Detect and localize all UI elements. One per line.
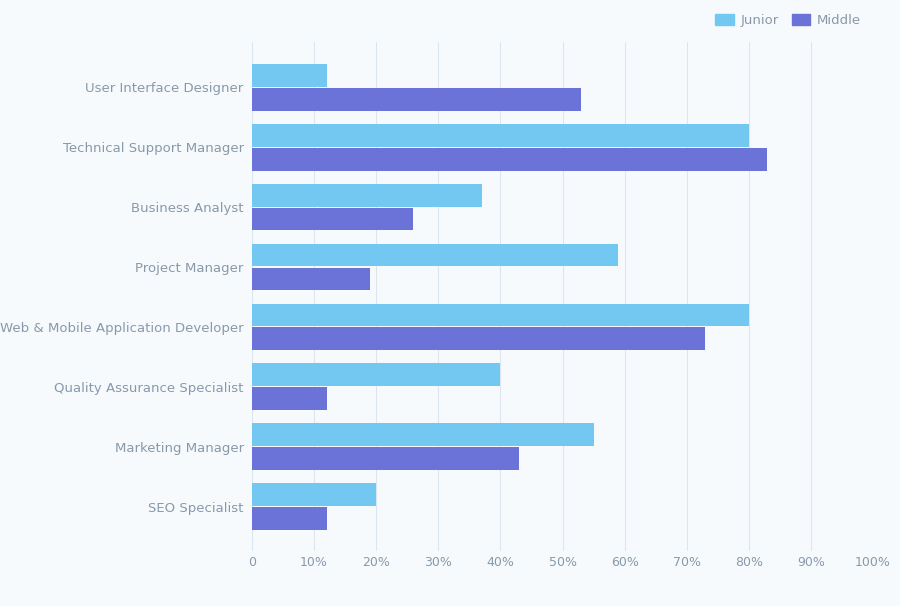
Bar: [252, 387, 327, 410]
Bar: [252, 88, 581, 111]
Bar: [252, 148, 768, 170]
Bar: [252, 268, 370, 290]
Bar: [252, 208, 413, 230]
Bar: [252, 483, 376, 506]
Bar: [252, 124, 749, 147]
Bar: [252, 304, 749, 326]
Bar: [252, 507, 327, 530]
Bar: [252, 364, 500, 386]
Bar: [252, 244, 618, 267]
Bar: [252, 184, 482, 207]
Bar: [252, 447, 519, 470]
Legend: Junior, Middle: Junior, Middle: [710, 8, 867, 32]
Bar: [252, 64, 327, 87]
Bar: [252, 424, 594, 446]
Bar: [252, 327, 706, 350]
